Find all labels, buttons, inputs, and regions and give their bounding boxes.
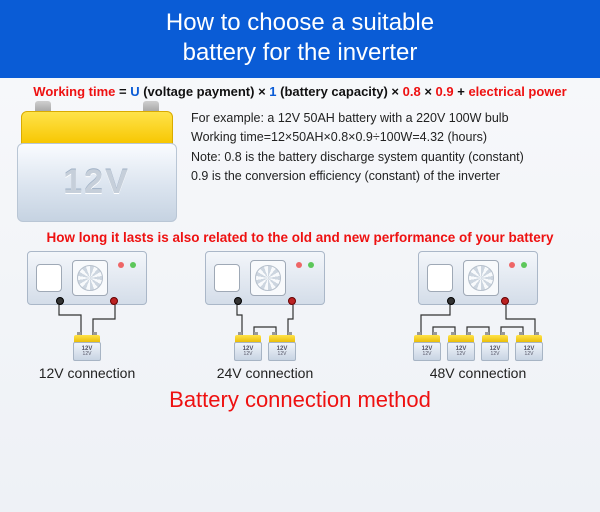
header-line2: battery for the inverter (10, 38, 590, 68)
fan-icon (250, 260, 286, 296)
led-icon (118, 262, 124, 268)
note-line: For example: a 12V 50AH battery with a 2… (191, 109, 586, 128)
battery-row: 12V12V 12V12V (190, 335, 340, 361)
fan-icon (463, 260, 499, 296)
small-battery-icon: 12V12V (234, 335, 262, 361)
formula-u-desc: (voltage payment) (140, 84, 258, 99)
note-line: Note: 0.8 is the battery discharge syste… (191, 148, 586, 167)
socket-icon (427, 264, 453, 292)
formula-u: U (130, 84, 139, 99)
socket-icon (214, 264, 240, 292)
small-battery-icon: 12V12V (413, 335, 441, 361)
formula-plus: + (454, 84, 469, 99)
formula-x3: × (421, 84, 436, 99)
wiring-icon (22, 305, 152, 335)
inverter-icon (27, 251, 147, 305)
wiring-icon (190, 305, 340, 335)
diagram-label: 48V connection (378, 365, 578, 381)
big-battery: 12V (14, 107, 179, 222)
formula-x2: × (391, 84, 402, 99)
led-icon (130, 262, 136, 268)
note-line: Working time=12×50AH×0.8×0.9÷100W=4.32 (… (191, 128, 586, 147)
led-icon (296, 262, 302, 268)
footer-title: Battery connection method (0, 387, 600, 413)
terminal-icon (234, 297, 242, 305)
inverter-icon (418, 251, 538, 305)
formula-tail: electrical power (468, 84, 566, 99)
fan-icon (72, 260, 108, 296)
terminal-icon (501, 297, 509, 305)
terminal-icon (56, 297, 64, 305)
formula-c1: 0.8 (403, 84, 421, 99)
inverter-icon (205, 251, 325, 305)
note-line: 0.9 is the conversion efficiency (consta… (191, 167, 586, 186)
diagram-label: 12V connection (22, 365, 152, 381)
led-icon (509, 262, 515, 268)
connection-diagram: 12V12V 12V12V 24V connection (190, 251, 340, 381)
battery-row: 12V12V 12V12V 12V12V 12V12V (378, 335, 578, 361)
socket-icon (36, 264, 62, 292)
terminal-icon (447, 297, 455, 305)
small-battery-icon: 12V12V (73, 335, 101, 361)
page-header: How to choose a suitable battery for the… (0, 0, 600, 78)
small-battery-icon: 12V12V (447, 335, 475, 361)
small-battery-icon: 12V12V (515, 335, 543, 361)
header-line1: How to choose a suitable (10, 8, 590, 38)
led-icon (521, 262, 527, 268)
terminal-icon (110, 297, 118, 305)
formula-row: Working time = U (voltage payment) × 1 (… (0, 78, 600, 103)
formula-x1: × (258, 84, 269, 99)
subhead: How long it lasts is also related to the… (0, 228, 600, 251)
formula-one: 1 (269, 84, 276, 99)
wiring-icon (378, 305, 578, 335)
battery-voltage-label: 12V (63, 163, 130, 202)
formula-c2: 0.9 (436, 84, 454, 99)
formula-lhs: Working time (33, 84, 115, 99)
formula-one-desc: (battery capacity) (277, 84, 392, 99)
connection-diagram: 12V12V 12V connection (22, 251, 152, 381)
connection-diagram: 12V12V 12V12V 12V12V 12V12V 48V connecti… (378, 251, 578, 381)
terminal-icon (288, 297, 296, 305)
battery-body-icon: 12V (17, 143, 177, 222)
diagram-label: 24V connection (190, 365, 340, 381)
small-battery-icon: 12V12V (268, 335, 296, 361)
diagrams-row: 12V12V 12V connection 12V12V 12V12V 24V … (0, 251, 600, 383)
battery-row: 12V12V (22, 335, 152, 361)
battery-top-icon (21, 111, 173, 145)
example-notes: For example: a 12V 50AH battery with a 2… (191, 107, 586, 222)
led-icon (308, 262, 314, 268)
small-battery-icon: 12V12V (481, 335, 509, 361)
formula-eq: = (115, 84, 130, 99)
